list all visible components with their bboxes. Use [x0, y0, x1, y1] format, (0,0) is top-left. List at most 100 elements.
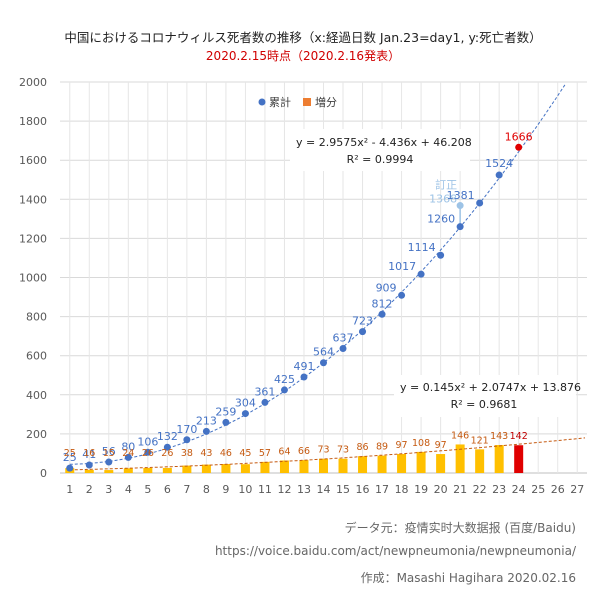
increment-value-label: 121	[471, 435, 489, 446]
x-tick-label: 18	[395, 483, 409, 496]
increment-r2: R² = 0.9681	[451, 398, 518, 411]
cumulative-value-label: 56	[102, 445, 116, 458]
cumulative-point	[476, 199, 484, 207]
y-tick-label: 2000	[19, 76, 47, 89]
increment-value-label: 86	[356, 442, 368, 453]
y-tick-label: 200	[26, 428, 47, 441]
cumulative-value-label: 1114	[408, 241, 436, 254]
cumulative-point	[280, 386, 288, 394]
cumulative-point	[398, 291, 406, 299]
increment-bar	[240, 464, 250, 473]
cumulative-point	[456, 223, 464, 231]
correction-value-label: 1368	[429, 193, 457, 206]
cumulative-value-label: 170	[176, 423, 197, 436]
cumulative-point	[85, 461, 93, 469]
cumulative-value-label: 25	[63, 451, 77, 464]
cumulative-point	[339, 344, 347, 352]
increment-value-label: 15	[103, 448, 115, 459]
x-tick-label: 14	[317, 483, 331, 496]
increment-value-label: 38	[181, 448, 193, 459]
cumulative-value-label: 259	[215, 405, 236, 418]
x-tick-label: 15	[336, 483, 350, 496]
y-tick-label: 1000	[19, 272, 47, 285]
cumulative-point	[183, 436, 191, 444]
cumulative-value-label: 1381	[447, 189, 475, 202]
x-tick-label: 10	[238, 483, 252, 496]
x-tick-label: 17	[375, 483, 389, 496]
increment-value-label: 45	[239, 448, 251, 459]
x-tick-label: 7	[183, 483, 190, 496]
y-tick-label: 1800	[19, 115, 47, 128]
increment-value-label: 73	[317, 445, 329, 456]
cumulative-point	[241, 410, 249, 418]
x-tick-label: 6	[164, 483, 171, 496]
y-tick-label: 0	[40, 467, 47, 480]
chart-subtitle: 2020.2.15時点（2020.2.16発表）	[205, 49, 401, 63]
increment-value-label: 97	[435, 440, 447, 451]
cumulative-value-label: 909	[376, 281, 397, 294]
cumulative-point	[495, 171, 503, 179]
increment-bar	[377, 455, 387, 473]
x-tick-label: 19	[414, 483, 428, 496]
cumulative-equation-box	[290, 129, 470, 171]
increment-bar	[279, 460, 289, 473]
x-tick-label: 4	[125, 483, 132, 496]
x-tick-label: 5	[144, 483, 151, 496]
increment-value-label: 108	[412, 438, 430, 449]
x-tick-label: 20	[434, 483, 448, 496]
increment-bar	[123, 468, 133, 473]
cumulative-point	[222, 418, 230, 426]
cumulative-value-label: 1260	[427, 213, 455, 226]
increment-bar	[494, 445, 504, 473]
increment-value-label: 24	[122, 448, 134, 459]
cumulative-value-label: 564	[313, 346, 334, 359]
increment-bar	[143, 467, 153, 473]
x-tick-label: 27	[570, 483, 584, 496]
cumulative-value-label: 1666	[505, 130, 533, 143]
cumulative-point	[261, 398, 269, 406]
cumulative-r2: R² = 0.9994	[347, 153, 414, 166]
cumulative-value-label: 80	[121, 440, 135, 453]
x-tick-label: 26	[551, 483, 565, 496]
cumulative-point	[124, 453, 132, 461]
cumulative-point	[378, 310, 386, 318]
increment-value-label: 66	[298, 446, 310, 457]
x-tick-label: 22	[473, 483, 487, 496]
legend-label-cumulative: 累計	[269, 95, 291, 109]
cumulative-value-label: 106	[137, 435, 158, 448]
x-tick-label: 3	[105, 483, 112, 496]
cumulative-value-label: 491	[293, 360, 314, 373]
increment-value-label: 64	[278, 446, 290, 457]
x-tick-label: 1	[66, 483, 73, 496]
chart-title: 中国におけるコロナウィルス死者数の推移（x:経過日数 Jan.23=day1, …	[64, 30, 542, 45]
cumulative-point	[202, 427, 210, 435]
legend-marker-increment	[303, 98, 311, 106]
increment-bar	[104, 470, 114, 473]
cumulative-value-label: 304	[235, 397, 256, 410]
increment-bar	[319, 458, 328, 473]
increment-bar	[338, 458, 348, 473]
cumulative-value-label: 723	[352, 315, 373, 328]
x-tick-label: 16	[356, 483, 370, 496]
increment-value-label: 46	[220, 448, 232, 459]
increment-bar	[201, 464, 211, 473]
increment-bar	[182, 465, 192, 473]
x-tick-label: 12	[277, 483, 291, 496]
cumulative-value-label: 213	[196, 414, 217, 427]
increment-bar	[84, 469, 94, 473]
data-source-credit: データ元：疫情实时大数据报 (百度/Baidu)	[344, 521, 576, 535]
cumulative-value-label: 1017	[388, 260, 416, 273]
legend-label-increment: 増分	[315, 96, 337, 109]
increment-value-label: 43	[200, 448, 212, 459]
x-tick-label: 24	[512, 483, 526, 496]
increment-bar	[162, 467, 172, 473]
increment-value-label: 146	[451, 430, 469, 441]
x-tick-label: 8	[203, 483, 210, 496]
correction-point	[456, 202, 464, 210]
cumulative-value-label: 425	[274, 373, 295, 386]
cumulative-point	[417, 270, 425, 278]
cumulative-value-label: 812	[372, 297, 393, 310]
x-tick-label: 11	[258, 483, 272, 496]
